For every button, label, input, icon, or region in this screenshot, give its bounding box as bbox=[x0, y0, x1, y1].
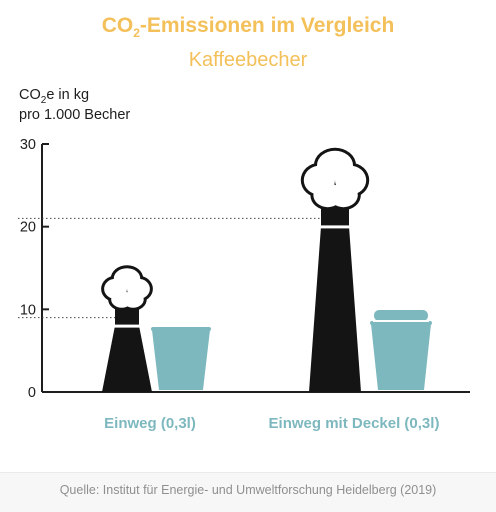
footer-bar bbox=[0, 472, 496, 512]
smokestack-cap bbox=[115, 308, 139, 325]
smokestack-icon bbox=[102, 325, 152, 392]
smoke-fill bbox=[122, 290, 144, 308]
y-tick-label: 10 bbox=[20, 302, 36, 318]
cup-lid bbox=[374, 310, 428, 321]
smoke-fill bbox=[329, 183, 358, 208]
smoke-cloud-icon bbox=[300, 147, 370, 211]
smokestack-icon bbox=[309, 226, 361, 392]
y-tick-label: 30 bbox=[20, 137, 36, 153]
smokestack-band bbox=[114, 324, 140, 328]
smokestack-band bbox=[320, 225, 350, 229]
smokestack-cap bbox=[321, 208, 349, 226]
y-tick-label: 20 bbox=[20, 220, 36, 236]
source-note: Quelle: Institut für Energie- und Umwelt… bbox=[59, 483, 437, 497]
cup-rim bbox=[151, 327, 211, 331]
chart-title: CO2-Emissionen im Vergleich bbox=[101, 14, 395, 40]
smoke-cloud-icon bbox=[101, 265, 153, 311]
coffee-cup-icon bbox=[152, 330, 210, 390]
category-label: Einweg mit Deckel (0,3l) bbox=[269, 415, 440, 432]
y-axis-label: CO2e in kg pro 1.000 Becher bbox=[19, 87, 131, 123]
category-label: Einweg (0,3l) bbox=[104, 415, 196, 432]
y-tick-label: 0 bbox=[28, 385, 36, 401]
coffee-cup-with-lid-icon bbox=[371, 324, 431, 390]
chart-area: 0 10 20 30 Einweg (0,3l) Einweg mit Deckel (0… bbox=[18, 137, 470, 432]
chart-subtitle: Kaffeebecher bbox=[188, 49, 308, 71]
